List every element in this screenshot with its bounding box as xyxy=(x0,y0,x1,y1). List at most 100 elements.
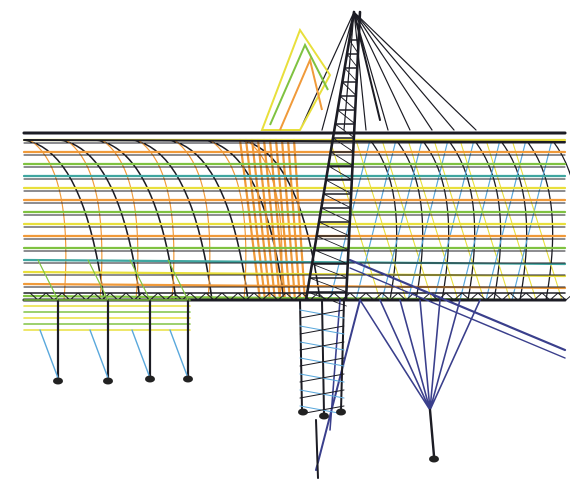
roof-arch-diagonal xyxy=(65,139,103,301)
truss-node xyxy=(284,298,288,302)
truss-web xyxy=(349,292,359,301)
tower-brace xyxy=(299,357,345,367)
peak-truss-green xyxy=(269,42,329,126)
truss-web xyxy=(141,292,151,301)
column-brace xyxy=(37,259,59,301)
mast-brace xyxy=(311,263,349,279)
tower-brace xyxy=(299,341,345,351)
column-brace xyxy=(129,259,151,301)
ground-cable xyxy=(315,299,361,471)
truss-web xyxy=(501,292,511,301)
truss-web xyxy=(197,292,207,301)
left-support-columns xyxy=(23,259,191,380)
tower-brace xyxy=(299,373,345,383)
truss-node xyxy=(268,298,272,302)
foundation-support xyxy=(429,455,439,463)
ground-cable xyxy=(419,299,431,411)
foundation-support xyxy=(103,377,113,385)
column-brace xyxy=(167,259,189,301)
mast-leg xyxy=(344,10,362,302)
mast-brace xyxy=(348,39,360,55)
mast-stay xyxy=(353,11,477,131)
truss-web xyxy=(205,292,215,301)
tower-leg xyxy=(340,299,345,411)
roof-arch-diagonal xyxy=(29,139,67,301)
ground-cable xyxy=(379,299,431,411)
truss-node xyxy=(236,298,240,302)
truss-node xyxy=(396,298,400,302)
truss-web xyxy=(173,292,183,301)
peak-truss-yellow xyxy=(260,27,332,131)
truss-web xyxy=(293,292,303,301)
central-mast xyxy=(260,10,381,415)
mast-brace xyxy=(323,193,352,209)
truss-web xyxy=(533,292,543,301)
truss-web xyxy=(269,292,279,301)
ground-cable xyxy=(429,299,441,411)
truss-node xyxy=(492,298,496,302)
roof-arch xyxy=(59,139,141,301)
roof-arch xyxy=(131,139,213,301)
truss-node xyxy=(204,298,208,302)
column-brace xyxy=(39,329,59,379)
truss-web xyxy=(389,292,399,301)
mast-brace xyxy=(341,81,358,97)
truss-web xyxy=(69,292,79,301)
truss-web xyxy=(29,292,39,301)
mast-brace xyxy=(318,221,351,237)
truss-web xyxy=(53,292,63,301)
truss-web xyxy=(365,292,375,301)
truss-node xyxy=(460,298,464,302)
truss-web xyxy=(493,292,503,301)
truss-web xyxy=(37,292,47,301)
truss-web xyxy=(469,292,479,301)
truss-web xyxy=(317,292,327,301)
mast-stay xyxy=(321,11,355,131)
column-brace xyxy=(87,259,109,301)
column-brace xyxy=(169,329,189,379)
mast-leg xyxy=(353,11,381,121)
truss-node xyxy=(524,298,528,302)
mast-brace xyxy=(306,291,347,307)
back-stay xyxy=(349,267,566,359)
mast-brace xyxy=(313,249,349,265)
mast-stay xyxy=(353,11,455,131)
truss-web xyxy=(565,295,570,301)
roof-arch-diagonal xyxy=(209,139,247,301)
truss-node xyxy=(540,298,544,302)
truss-web xyxy=(477,292,487,301)
mast-brace xyxy=(327,165,353,181)
tower-brace xyxy=(299,325,345,335)
foundation-support xyxy=(336,408,346,416)
foundation-supports xyxy=(53,375,439,479)
roof-arch-diagonal xyxy=(101,139,139,301)
stay-cables xyxy=(299,11,567,471)
mast-brace xyxy=(330,151,354,167)
truss-web xyxy=(333,292,343,301)
ground-leg xyxy=(315,419,319,479)
roof-arch xyxy=(239,139,321,301)
mast-stay xyxy=(353,11,411,131)
back-stay xyxy=(348,258,567,352)
mast-brace xyxy=(332,137,355,153)
mast-stay xyxy=(353,11,433,131)
column-brace xyxy=(131,329,151,379)
truss-web xyxy=(213,292,223,301)
truss-web xyxy=(549,292,559,301)
mast-brace xyxy=(339,95,357,111)
truss-web xyxy=(445,292,455,301)
peak-truss-orange xyxy=(279,56,323,131)
foundation-support xyxy=(319,412,329,420)
truss-web xyxy=(157,292,167,301)
roof-arch xyxy=(23,139,105,301)
ground-cable xyxy=(359,299,431,411)
foundation-support xyxy=(298,408,308,416)
mast-brace xyxy=(346,53,359,69)
truss-web xyxy=(85,292,95,301)
mast-brace xyxy=(334,123,356,139)
truss-web xyxy=(45,292,55,301)
mast-brace xyxy=(344,67,358,83)
ground-cable xyxy=(399,299,431,411)
truss-web xyxy=(189,292,199,301)
